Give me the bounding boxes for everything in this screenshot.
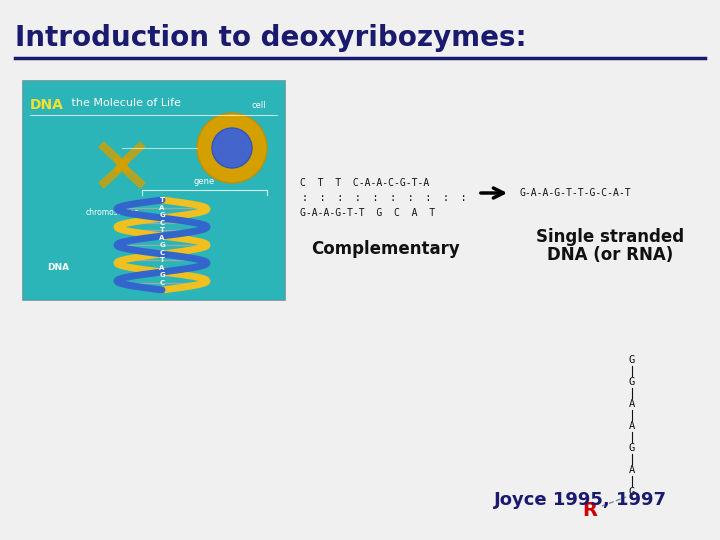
Text: C: C	[159, 220, 165, 226]
Text: G: G	[159, 212, 165, 218]
Text: G-A-A-G-T-T-G-C-A-T: G-A-A-G-T-T-G-C-A-T	[520, 188, 631, 198]
Text: Joyce 1995, 1997: Joyce 1995, 1997	[493, 491, 667, 509]
Circle shape	[212, 128, 252, 168]
Text: Complementary: Complementary	[310, 240, 459, 258]
Text: A: A	[629, 465, 635, 475]
Text: G: G	[629, 355, 635, 365]
Text: G: G	[629, 487, 635, 497]
Text: G: G	[629, 443, 635, 453]
FancyBboxPatch shape	[22, 80, 285, 300]
Text: R: R	[582, 501, 598, 519]
Text: G-A-A-G-T-T  G  C  A  T: G-A-A-G-T-T G C A T	[300, 208, 435, 218]
Text: chromosomes: chromosomes	[85, 208, 139, 217]
Text: Introduction to deoxyribozymes:: Introduction to deoxyribozymes:	[15, 24, 526, 52]
Text: A: A	[629, 421, 635, 431]
Text: the Molecule of Life: the Molecule of Life	[68, 98, 181, 108]
Text: DNA: DNA	[30, 98, 64, 112]
Text: DNA: DNA	[47, 263, 69, 272]
Text: G: G	[159, 272, 165, 278]
Text: :  :  :  :  :  :  :  :  :  :: : : : : : : : : : :	[302, 193, 467, 203]
Circle shape	[197, 113, 267, 183]
Text: T: T	[160, 197, 164, 203]
Text: C: C	[159, 249, 165, 255]
Text: A: A	[159, 234, 165, 241]
Text: A: A	[159, 205, 165, 211]
Text: C  T  T  C-A-A-C-G-T-A: C T T C-A-A-C-G-T-A	[300, 178, 429, 188]
Text: gene: gene	[194, 177, 215, 186]
Text: G: G	[629, 377, 635, 387]
Text: Single stranded: Single stranded	[536, 228, 684, 246]
Text: A: A	[629, 399, 635, 409]
Text: cell: cell	[252, 101, 266, 110]
Text: T: T	[160, 227, 164, 233]
Text: DNA (or RNA): DNA (or RNA)	[547, 246, 673, 264]
Text: A: A	[159, 265, 165, 271]
Text: G: G	[159, 242, 165, 248]
Text: T: T	[160, 257, 164, 263]
Text: C: C	[159, 280, 165, 286]
